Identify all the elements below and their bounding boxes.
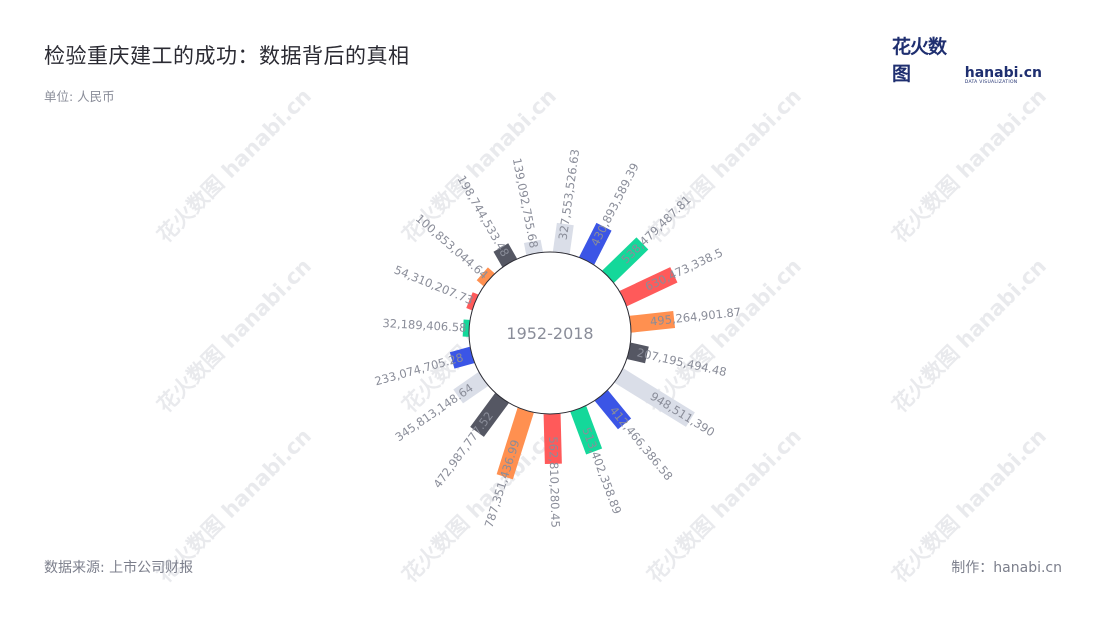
bar xyxy=(493,243,517,268)
data-label: 630,473,338.5 xyxy=(643,245,725,293)
bar xyxy=(449,346,475,369)
data-source: 数据来源: 上市公司财报 xyxy=(44,560,194,576)
data-label: 207,195,494.48 xyxy=(636,345,728,379)
bar xyxy=(627,342,649,364)
center-circle xyxy=(468,251,632,415)
logo-en-word: hanabi.cn xyxy=(964,65,1042,81)
bar xyxy=(614,368,695,427)
bar xyxy=(602,237,649,283)
data-label: 562,810,280.45 xyxy=(546,436,562,528)
bar-group: 233,074,705.28 xyxy=(373,346,475,388)
bar-group: 327,553,526.63 xyxy=(552,148,583,254)
data-label: 412,466,386.58 xyxy=(607,404,676,484)
logo-en-tag: DATA VISUALIZATION xyxy=(964,80,1018,85)
bar xyxy=(619,267,678,307)
data-label: 54,310,207.73 xyxy=(392,263,475,308)
bar xyxy=(470,393,509,437)
bar xyxy=(570,405,603,455)
data-label: 538,479,487.81 xyxy=(618,193,693,267)
bar xyxy=(496,407,534,480)
data-label: 430,893,589.39 xyxy=(588,161,642,249)
bar-group: 495,264,901.87 xyxy=(629,305,742,333)
bar-group: 562,810,280.45 xyxy=(543,413,563,528)
data-label: 327,553,526.63 xyxy=(556,148,583,241)
bar xyxy=(543,413,562,465)
data-label: 472,987,777.52 xyxy=(430,409,496,491)
logo-en-block: hanabi.cn DATA VISUALIZATION xyxy=(965,66,1042,86)
data-label: 513,402,358.89 xyxy=(579,425,624,516)
chart-title: 检验重庆建工的成功：数据背后的真相 xyxy=(44,44,410,68)
bar-group: 54,310,207.73 xyxy=(392,263,479,311)
bar xyxy=(476,267,495,287)
credit-text: 制作：hanabi.cn xyxy=(951,560,1062,576)
bar-group: 139,092,755.68 xyxy=(510,157,543,256)
data-label: 32,189,406.58 xyxy=(382,316,467,335)
bar-group: 207,195,494.48 xyxy=(627,342,728,379)
bar xyxy=(629,311,676,333)
bar xyxy=(552,222,574,254)
data-label: 948,511,390 xyxy=(648,389,718,439)
data-label: 139,092,755.68 xyxy=(510,157,541,249)
logo-cn-text: 花火数图 xyxy=(892,36,947,85)
bar xyxy=(466,292,479,311)
brand-logo: 花火数图 hanabi.cn DATA VISUALIZATION xyxy=(892,36,1042,86)
bar xyxy=(523,239,543,256)
center-label: 1952-2018 xyxy=(506,324,593,343)
bar-group: 32,189,406.58 xyxy=(382,316,470,337)
data-label: 233,074,705.28 xyxy=(373,350,465,388)
bar xyxy=(594,390,632,430)
bar xyxy=(453,372,489,404)
unit-label: 单位: 人民币 xyxy=(44,89,115,104)
data-label: 787,351,436.99 xyxy=(482,438,523,529)
data-label: 345,813,148.64 xyxy=(392,381,475,444)
data-label: 495,264,901.87 xyxy=(649,305,741,329)
bar xyxy=(462,319,470,337)
bar xyxy=(579,222,612,265)
